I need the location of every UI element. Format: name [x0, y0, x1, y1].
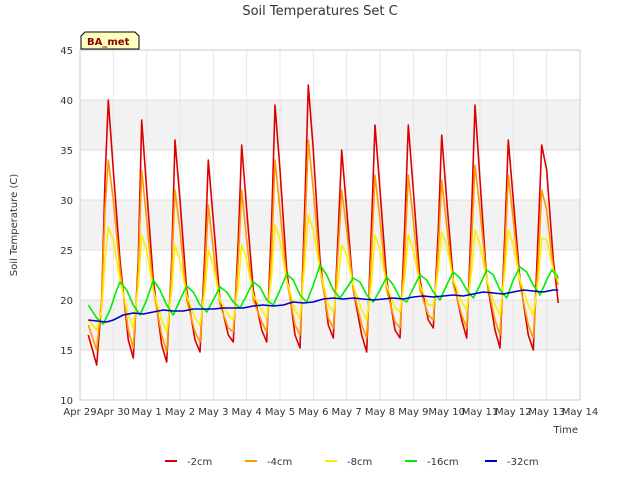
series-layer	[87, 84, 560, 366]
legend-label: -8cm	[347, 457, 372, 468]
series-line-minus-16cm	[87, 264, 560, 325]
x-tick-label: May 4	[232, 407, 262, 418]
x-tick-label: May 10	[428, 407, 465, 418]
y-tick-label: 25	[60, 246, 73, 257]
plot-band	[80, 200, 580, 250]
y-tick-label: 10	[60, 396, 73, 407]
plot-band	[80, 100, 580, 150]
x-tick-label: May 6	[298, 407, 328, 418]
x-tick-label: May 8	[365, 407, 395, 418]
x-axis-label: Time	[553, 425, 578, 436]
y-tick-label: 30	[60, 196, 73, 207]
series-line-minus-32cm	[88, 289, 559, 323]
y-tick-label: 20	[60, 296, 73, 307]
y-tick-label: 40	[60, 96, 73, 107]
series-line-minus-8cm	[87, 214, 560, 333]
badge-label: BA_met	[87, 37, 130, 48]
x-tick-label: May 3	[198, 407, 228, 418]
x-tick-label: May 11	[462, 407, 499, 418]
y-axis-label: Soil Temperature (C)	[9, 174, 20, 277]
legend-label: -4cm	[267, 457, 292, 468]
x-tick-label: May 2	[165, 407, 195, 418]
x-tick-label: May 12	[495, 407, 532, 418]
x-tick-label: Apr 30	[97, 407, 130, 418]
chart-title: Soil Temperatures Set C	[242, 4, 397, 19]
legend-label: -2cm	[187, 457, 212, 468]
y-tick-label: 45	[60, 46, 73, 57]
x-tick-label: Apr 29	[63, 407, 96, 418]
legend-label: -16cm	[427, 457, 459, 468]
plot-frame	[79, 49, 581, 401]
series-line-minus-4cm	[87, 139, 560, 353]
station-badge: BA_met	[80, 31, 140, 50]
x-tick-label: May 13	[528, 407, 565, 418]
badge-shape	[80, 31, 140, 50]
y-tick-label: 15	[60, 346, 73, 357]
x-tick-label: May 1	[132, 407, 162, 418]
legend-label: -32cm	[507, 457, 539, 468]
y-tick-label: 35	[60, 146, 73, 157]
x-tick-label: May 9	[398, 407, 428, 418]
x-tick-label: May 14	[562, 407, 599, 418]
x-tick-label: May 5	[265, 407, 295, 418]
x-tick-label: May 7	[332, 407, 362, 418]
axes	[79, 49, 581, 401]
legend: -2cm -4cm -8cm -16cm -32cm	[165, 457, 539, 468]
